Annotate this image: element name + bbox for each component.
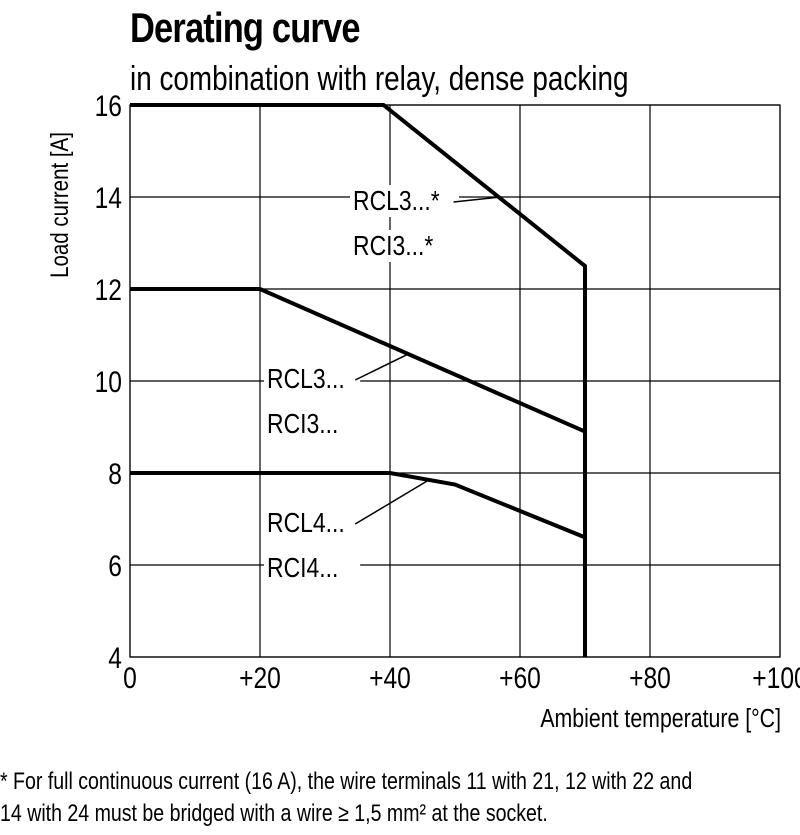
x-tick-label: +60	[499, 661, 541, 695]
footnote: * For full continuous current (16 A), th…	[0, 766, 799, 830]
chart-title: Derating curve	[130, 4, 361, 51]
x-axis-label: Ambient temperature [°C]	[540, 704, 781, 734]
y-tick-label: 12	[95, 273, 122, 307]
annotation-leader	[354, 352, 410, 381]
chart-subtitle: in combination with relay, dense packing	[130, 60, 629, 98]
derating-chart: RCL3...* RCI3...* RCL3... RCI3... RCL4... RCI…	[45, 89, 800, 734]
annotation-bg	[264, 552, 361, 584]
x-tick-label: +80	[629, 661, 671, 695]
x-tick-label: 0	[123, 661, 137, 695]
annotation-label: RCL3...	[267, 364, 345, 395]
annotation-leader	[453, 196, 501, 203]
annotation-bg	[264, 408, 361, 440]
footnote-line-2: 14 with 24 must be bridged with a wire ≥…	[0, 800, 548, 827]
footnote-line-1: * For full continuous current (16 A), th…	[0, 768, 693, 795]
x-tick-label: +40	[369, 661, 411, 695]
annotation-label: RCI3...*	[353, 231, 433, 262]
annotation-label: RCI3...	[267, 409, 338, 440]
annotation-label: RCI4...	[267, 553, 338, 584]
annotation-label: RCL3...*	[353, 186, 440, 217]
y-tick-label: 14	[95, 181, 122, 215]
annotation-bg	[350, 230, 460, 262]
y-tick-label: 4	[108, 641, 122, 675]
annotation-label: RCL4...	[267, 508, 345, 539]
y-tick-label: 10	[95, 365, 122, 399]
series-line-2	[130, 287, 586, 434]
y-tick-label: 6	[108, 549, 122, 583]
y-tick-label: 8	[108, 457, 122, 491]
y-axis-label: Load current [A]	[45, 132, 73, 278]
series-line-3	[130, 471, 586, 540]
x-tick-label: +100	[752, 661, 800, 695]
series-line-1	[130, 103, 587, 657]
annotation-leader	[354, 479, 430, 525]
annotation-bg	[264, 363, 361, 395]
y-tick-label: 16	[95, 89, 122, 123]
annotation-bg	[350, 185, 460, 217]
x-tick-label: +20	[239, 661, 281, 695]
annotation-bg	[264, 507, 361, 539]
